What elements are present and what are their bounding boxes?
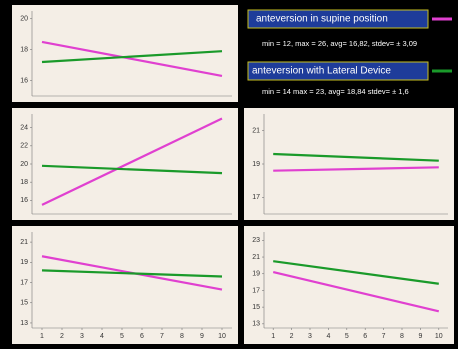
x-tick-label: 4 <box>326 333 330 340</box>
chart-collage: anteversion in supine position min = 12,… <box>0 0 458 349</box>
y-tick-label: 13 <box>20 320 28 327</box>
x-tick-label: 8 <box>400 333 404 340</box>
legend-stats: min = 12, max = 26, avg= 16,82, stdev= ±… <box>262 39 417 48</box>
y-tick-label: 17 <box>252 287 260 294</box>
y-tick-label: 15 <box>20 300 28 307</box>
y-tick-label: 16 <box>20 77 28 84</box>
y-tick-label: 23 <box>252 237 260 244</box>
y-tick-label: 18 <box>20 179 28 186</box>
y-tick-label: 19 <box>20 259 28 266</box>
y-tick-label: 21 <box>20 239 28 246</box>
y-tick-label: 18 <box>20 46 28 53</box>
legend-label: anteversion in supine position <box>256 14 388 25</box>
y-tick-label: 19 <box>252 161 260 168</box>
x-tick-label: 6 <box>363 333 367 340</box>
x-tick-label: 3 <box>80 333 84 340</box>
panel <box>12 5 238 102</box>
x-tick-label: 7 <box>160 333 164 340</box>
x-tick-label: 9 <box>418 333 422 340</box>
y-tick-label: 21 <box>252 254 260 261</box>
y-tick-label: 21 <box>252 128 260 135</box>
x-tick-label: 5 <box>120 333 124 340</box>
y-tick-label: 20 <box>20 16 28 23</box>
x-tick-label: 1 <box>40 333 44 340</box>
panel <box>12 226 238 344</box>
panel <box>244 226 454 344</box>
x-tick-label: 5 <box>345 333 349 340</box>
y-tick-label: 17 <box>252 194 260 201</box>
panel <box>244 108 454 220</box>
x-tick-label: 10 <box>435 333 443 340</box>
x-tick-label: 2 <box>60 333 64 340</box>
legend-label: anteversion with Lateral Device <box>252 66 391 77</box>
x-tick-label: 10 <box>218 333 226 340</box>
x-tick-label: 4 <box>100 333 104 340</box>
x-tick-label: 8 <box>180 333 184 340</box>
y-tick-label: 17 <box>20 279 28 286</box>
page: anteversion in supine position min = 12,… <box>0 0 458 349</box>
x-tick-label: 6 <box>140 333 144 340</box>
y-tick-label: 24 <box>20 124 28 131</box>
y-tick-label: 13 <box>252 321 260 328</box>
y-tick-label: 15 <box>252 304 260 311</box>
y-tick-label: 20 <box>20 161 28 168</box>
x-tick-label: 9 <box>200 333 204 340</box>
x-tick-label: 1 <box>271 333 275 340</box>
x-tick-label: 3 <box>308 333 312 340</box>
y-tick-label: 19 <box>252 271 260 278</box>
y-tick-label: 22 <box>20 143 28 150</box>
x-tick-label: 7 <box>382 333 386 340</box>
y-tick-label: 16 <box>20 197 28 204</box>
legend-stats: min = 14 max = 23, avg= 18,84 stdev= ± 1… <box>262 87 409 96</box>
x-tick-label: 2 <box>290 333 294 340</box>
